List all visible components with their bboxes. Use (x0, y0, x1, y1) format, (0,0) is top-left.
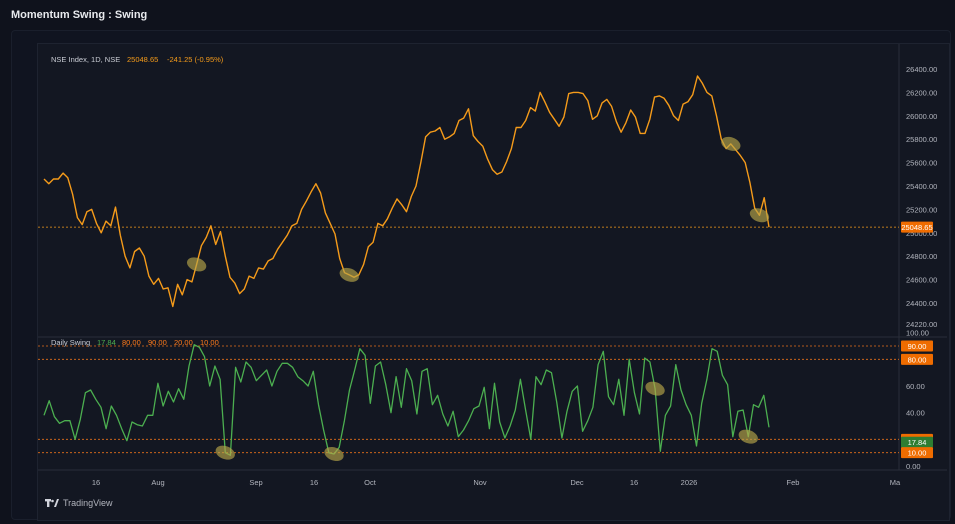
osc-legend-name: Daily Swing (51, 338, 90, 347)
osc-tick-label: 40.00 (906, 409, 925, 418)
time-tick-label: 2026 (681, 478, 698, 487)
level-label-10-bg (901, 447, 933, 459)
level-label-10: 10.00 (908, 449, 927, 458)
price-tick-label: 25200.00 (906, 205, 937, 214)
swing-marker (721, 136, 741, 151)
osc-legend-level-80: 80.00 (122, 338, 141, 347)
swing-marker (324, 446, 344, 462)
tradingview-logo-icon (45, 498, 59, 507)
osc-legend-value: 17.84 (97, 338, 116, 347)
price-tick-label: 24220.00 (906, 320, 937, 329)
osc-legend-level-90: 90.00 (148, 338, 167, 347)
title-bar: Momentum Swing : Swing (0, 0, 955, 30)
price-series-line (43, 75, 770, 308)
osc-last-label: 17.84 (908, 438, 927, 447)
level-label-90: 90.00 (908, 342, 927, 351)
chart-frame (37, 43, 950, 521)
osc-tick-label: 0.00 (906, 462, 921, 471)
swing-marker (749, 208, 770, 223)
price-tick-label: 26200.00 (906, 88, 937, 97)
price-tick-label: 24600.00 (906, 276, 937, 285)
price-tick-label: 24800.00 (906, 252, 937, 261)
swing-markers (186, 136, 770, 462)
osc-tick-label: 100.00 (906, 329, 929, 338)
page-title: Momentum Swing : Swing (11, 9, 148, 21)
price-last-label-bg (901, 221, 933, 233)
time-tick-label: 16 (630, 478, 638, 487)
series-lines (43, 75, 770, 456)
osc-legend-level-10: 10.00 (200, 338, 219, 347)
price-tick-label: 25800.00 (906, 135, 937, 144)
tradingview-logo[interactable]: TradingView (45, 498, 113, 508)
price-tick-label: 25000.00 (906, 229, 937, 238)
price-tick-label: 24400.00 (906, 299, 937, 308)
time-tick-label: Nov (473, 478, 487, 487)
price-tick-label: 25400.00 (906, 182, 937, 191)
osc-legend-level-20: 20.00 (174, 338, 193, 347)
level-label-90-bg (901, 340, 933, 352)
swing-marker (738, 429, 758, 444)
price-last-label: 25048.65 (901, 223, 932, 232)
osc-tick-label: 60.00 (906, 382, 925, 391)
time-tick-label: Feb (787, 478, 800, 487)
time-tick-label: Dec (570, 478, 584, 487)
price-axis-ticks: 26400.00 26200.00 26000.00 25800.00 25600.00… (906, 65, 937, 329)
osc-last-label-bg (901, 436, 933, 448)
level-label-80: 80.00 (908, 355, 927, 364)
time-tick-label: 16 (310, 478, 318, 487)
time-tick-label: Ma (890, 478, 901, 487)
level-lines (38, 226, 899, 454)
swing-marker (186, 257, 207, 272)
tradingview-logo-text: TradingView (63, 498, 113, 508)
price-tick-label: 26400.00 (906, 65, 937, 74)
swing-marker (645, 381, 665, 396)
osc-series-line (43, 344, 770, 456)
time-tick-label: 16 (92, 478, 100, 487)
level-label-80-bg (901, 353, 933, 365)
swing-marker (215, 445, 235, 460)
price-legend-last: 25048.65 (127, 55, 158, 64)
time-axis-ticks: 16 Aug Sep 16 Oct Nov Dec 16 2026 Feb Ma (92, 478, 901, 487)
price-legend-change: -241.25 (-0.95%) (167, 55, 224, 64)
price-tick-label: 25600.00 (906, 159, 937, 168)
time-tick-label: Aug (151, 478, 164, 487)
price-tick-label: 26000.00 (906, 112, 937, 121)
osc-axis-ticks: 100.00 60.00 40.00 0.00 (906, 329, 929, 471)
time-tick-label: Oct (364, 478, 377, 487)
swing-marker (339, 267, 359, 282)
time-tick-label: Sep (249, 478, 262, 487)
price-legend-symbol: NSE Index, 1D, NSE (51, 55, 120, 64)
